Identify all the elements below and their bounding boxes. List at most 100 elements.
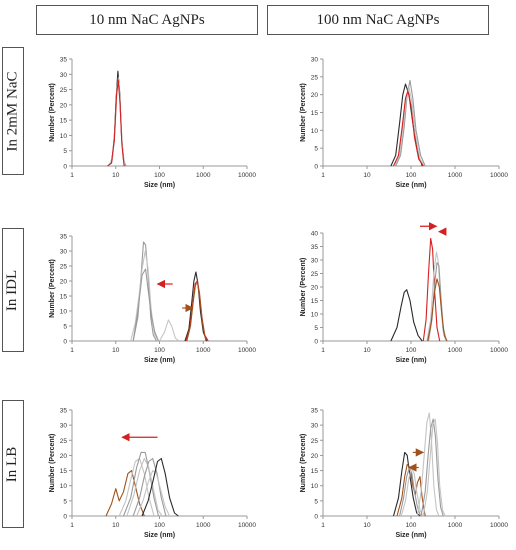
y-tick-label: 25 — [60, 87, 68, 94]
x-tick-label: 10 — [112, 347, 120, 354]
y-tick-label: 5 — [314, 498, 318, 505]
series-line — [122, 451, 160, 517]
y-tick-label: 15 — [311, 110, 319, 117]
y-tick-label: 15 — [311, 298, 319, 305]
x-tick-label: 1000 — [448, 172, 463, 179]
y-tick-label: 15 — [60, 294, 68, 301]
x-tick-label: 1 — [70, 347, 74, 354]
y-tick-label: 0 — [314, 514, 318, 521]
y-axis-label: Number (Percent) — [49, 83, 56, 142]
x-tick-label: 1 — [321, 347, 325, 354]
series-line — [416, 412, 440, 517]
series-line — [422, 418, 446, 517]
y-tick-label: 35 — [60, 57, 68, 64]
series-line — [105, 470, 145, 517]
y-tick-label: 40 — [311, 231, 319, 238]
y-tick-label: 20 — [60, 102, 68, 109]
series-line — [396, 463, 426, 517]
y-tick-label: 30 — [311, 57, 319, 64]
y-tick-label: 5 — [63, 498, 67, 505]
series-line — [126, 457, 163, 517]
x-tick-label: 100 — [406, 172, 417, 179]
x-tick-label: 100 — [406, 347, 417, 354]
y-tick-label: 10 — [311, 128, 319, 135]
y-tick-label: 35 — [60, 234, 68, 241]
y-tick-label: 30 — [60, 423, 68, 430]
series-line — [390, 289, 423, 342]
y-tick-label: 30 — [311, 258, 319, 265]
series-line — [141, 457, 179, 517]
x-tick-label: 100 — [154, 522, 165, 529]
y-axis-label: Number (Percent) — [49, 434, 56, 493]
column-header-10nm-label: 10 nm NaC AgNPs — [89, 11, 205, 28]
x-tick-label: 10000 — [490, 347, 508, 354]
chart-nac-10: 0 5 10 15 20 25 30 35 1 10 100 1000 10000 Size (nm) Nu… — [49, 57, 256, 190]
x-tick-label: 10000 — [238, 347, 256, 354]
y-tick-label: 5 — [63, 148, 67, 155]
x-tick-label: 100 — [154, 347, 165, 354]
x-tick-label: 1000 — [448, 522, 463, 529]
y-tick-label: 0 — [63, 164, 67, 171]
chart-lb-100: 0 5 10 15 20 25 30 35 1 10 100 1000 10000 Size (nm) Nu… — [300, 408, 508, 540]
y-axis-label: Number (Percent) — [300, 258, 307, 317]
series-line — [393, 90, 424, 167]
column-header-10nm: 10 nm NaC AgNPs — [36, 5, 258, 35]
x-axis-label: Size (nm) — [395, 532, 426, 539]
series-line — [118, 457, 155, 517]
row-header-nac: In 2mM NaC — [2, 47, 24, 175]
y-axis-label: Number (Percent) — [300, 83, 307, 142]
x-tick-label: 1000 — [196, 172, 211, 179]
x-tick-label: 1 — [321, 172, 325, 179]
x-tick-label: 10000 — [490, 522, 508, 529]
y-tick-label: 25 — [311, 271, 319, 278]
series-line — [395, 79, 426, 167]
y-tick-label: 25 — [60, 264, 68, 271]
row-header-lb: In LB — [2, 400, 24, 528]
x-axis-label: Size (nm) — [395, 357, 426, 364]
series-line — [427, 278, 448, 342]
y-tick-label: 10 — [60, 483, 68, 490]
y-tick-label: 0 — [314, 164, 318, 171]
y-tick-label: 15 — [60, 118, 68, 125]
series-line — [132, 457, 167, 517]
x-tick-label: 10 — [363, 347, 371, 354]
y-tick-label: 30 — [60, 249, 68, 256]
row-header-idl: In IDL — [2, 228, 24, 352]
y-tick-label: 35 — [311, 408, 319, 415]
x-tick-label: 10000 — [238, 522, 256, 529]
series-line — [159, 319, 180, 342]
chart-nac-100: 0 5 10 15 20 25 30 1 10 100 1000 10000 Size (nm) Numb… — [300, 57, 508, 190]
y-tick-label: 10 — [60, 309, 68, 316]
y-tick-label: 5 — [314, 325, 318, 332]
y-tick-label: 20 — [311, 285, 319, 292]
series-line — [132, 241, 157, 342]
x-tick-label: 10 — [363, 522, 371, 529]
series-line — [132, 268, 160, 342]
y-axis-label: Number (Percent) — [300, 434, 307, 493]
series-line — [186, 283, 207, 342]
column-header-100nm: 100 nm NaC AgNPs — [267, 5, 489, 35]
x-tick-label: 100 — [154, 172, 165, 179]
y-tick-label: 35 — [60, 408, 68, 415]
x-tick-label: 1000 — [196, 347, 211, 354]
x-tick-label: 10000 — [490, 172, 508, 179]
x-axis-label: Size (nm) — [144, 357, 175, 364]
y-tick-label: 0 — [63, 339, 67, 346]
chart-idl-100: 0 5 10 15 20 25 30 35 40 1 10 100 1000 10000 Size (nm)… — [300, 222, 508, 364]
y-tick-label: 15 — [311, 468, 319, 475]
y-tick-label: 25 — [60, 438, 68, 445]
series-line — [393, 86, 425, 167]
y-tick-label: 10 — [60, 133, 68, 140]
x-tick-label: 10 — [112, 522, 120, 529]
x-tick-label: 1 — [321, 522, 325, 529]
y-tick-label: 35 — [311, 244, 319, 251]
series-line — [422, 237, 441, 342]
chart-lb-10: 0 5 10 15 20 25 30 35 1 10 100 1000 10000 Size (nm) Nu… — [49, 408, 256, 540]
x-tick-label: 1000 — [196, 522, 211, 529]
x-tick-label: 10 — [363, 172, 371, 179]
y-tick-label: 25 — [311, 438, 319, 445]
chart-idl-10: 0 5 10 15 20 25 30 35 1 10 100 1000 10000 Size (nm) Nu… — [49, 234, 256, 365]
column-header-100nm-label: 100 nm NaC AgNPs — [316, 11, 440, 28]
series-line — [392, 451, 421, 517]
